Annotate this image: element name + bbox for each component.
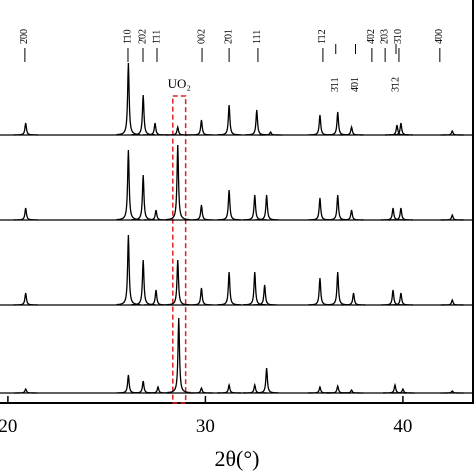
reflection-label: 1̄10 [122, 29, 133, 44]
peak [341, 292, 366, 306]
peak [242, 382, 267, 394]
peak [165, 259, 190, 306]
peak [217, 104, 241, 136]
peak [13, 387, 38, 394]
reflection-label: 002 [196, 29, 207, 44]
reflection-label: 3̄12 [390, 77, 401, 92]
peak [308, 385, 332, 394]
peak [13, 292, 38, 306]
peak [165, 124, 190, 136]
peak [440, 298, 465, 306]
peak [116, 149, 141, 221]
peak [189, 204, 214, 221]
peak [144, 209, 168, 221]
peak [131, 259, 156, 306]
reflection-label: 2̄00 [19, 29, 30, 44]
reflection-label: 111 [252, 30, 263, 44]
peak [389, 122, 413, 136]
peak [242, 194, 267, 221]
reflection-label: 2̄03 [379, 29, 390, 44]
peak [116, 62, 141, 136]
peak [308, 277, 332, 306]
x-tick-label: 20 [0, 416, 17, 437]
reflection-label: 3̄10 [393, 29, 404, 44]
peak [131, 380, 156, 394]
peak [217, 189, 241, 221]
peak [391, 387, 415, 394]
peak [440, 390, 465, 394]
peak [146, 385, 170, 394]
peak [165, 144, 190, 221]
peak [440, 213, 465, 221]
peak [189, 287, 214, 306]
peak [116, 374, 141, 394]
peak [252, 284, 277, 306]
peak [144, 289, 168, 306]
peak [339, 209, 364, 221]
peak [383, 382, 407, 394]
peak [254, 194, 279, 221]
peak [325, 194, 350, 221]
peak [308, 114, 332, 136]
reflection-label: 4̄01 [350, 77, 361, 92]
peak [116, 234, 141, 306]
peak [242, 271, 267, 306]
annotation: UO₂ [168, 76, 191, 91]
reflection-label: 4̄02 [366, 29, 377, 44]
peak [131, 174, 156, 221]
reflection-label: 1̄11 [151, 30, 162, 44]
peak [13, 122, 38, 136]
peak [325, 271, 350, 306]
x-tick-label: 40 [393, 416, 412, 437]
peak [381, 289, 405, 306]
peak [385, 124, 409, 136]
reflection-label: 4̄00 [434, 29, 445, 44]
peak [166, 317, 191, 394]
peak [244, 109, 269, 136]
x-axis-title: 2θ(°) [215, 446, 260, 471]
peak [440, 129, 465, 136]
peak [308, 197, 332, 221]
peak [325, 111, 350, 136]
reflection-label: 3̄11 [330, 77, 341, 92]
peak [389, 207, 413, 221]
peak [339, 388, 364, 394]
peak [325, 383, 350, 394]
peak [13, 207, 38, 221]
reflection-label: 2̄02 [137, 29, 148, 44]
reflection-label: 1̄12 [317, 29, 328, 44]
peak [258, 130, 283, 136]
peak [381, 207, 405, 221]
peak [389, 292, 413, 306]
x-tick-label: 30 [196, 416, 215, 437]
reflection-label: 2̄01 [223, 29, 234, 44]
peak [217, 382, 241, 394]
peak [189, 119, 214, 136]
peak [143, 122, 167, 136]
peak [339, 124, 364, 136]
peak [189, 386, 214, 394]
peak [254, 367, 279, 394]
peak [217, 271, 241, 306]
peak [131, 94, 156, 136]
